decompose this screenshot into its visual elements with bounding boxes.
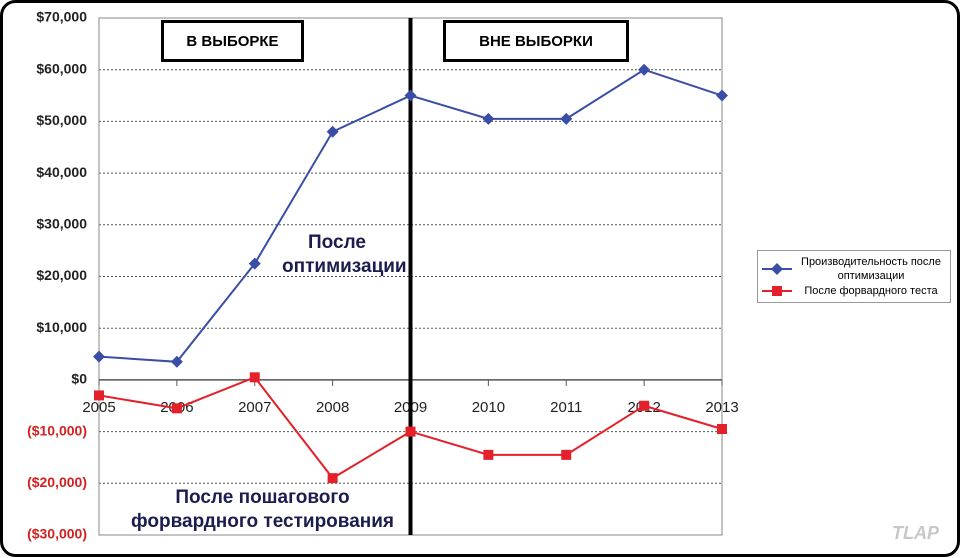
data-point bbox=[638, 63, 651, 76]
y-tick-label: $50,000 bbox=[36, 112, 87, 128]
region-box: В ВЫБОРКЕ bbox=[161, 20, 304, 62]
data-point bbox=[248, 257, 261, 270]
data-point bbox=[716, 89, 728, 102]
x-tick-label: 2008 bbox=[316, 399, 349, 416]
data-point bbox=[560, 112, 573, 125]
y-tick-label: $10,000 bbox=[36, 319, 87, 335]
data-point bbox=[482, 112, 495, 125]
legend-label: Производительность после оптимизации bbox=[801, 256, 941, 282]
legend: Производительность после оптимизации Посл… bbox=[757, 250, 951, 303]
region-box: ВНЕ ВЫБОРКИ bbox=[443, 20, 629, 62]
y-tick-label: ($20,000) bbox=[27, 474, 87, 490]
y-tick-label: $70,000 bbox=[36, 9, 87, 25]
legend-swatch bbox=[762, 286, 792, 296]
y-tick-label: ($10,000) bbox=[27, 422, 87, 438]
watermark: TLAP bbox=[892, 523, 939, 543]
data-point bbox=[327, 473, 338, 484]
x-tick-label: 2011 bbox=[550, 399, 582, 416]
annotation: После оптимизации bbox=[282, 232, 407, 277]
data-point bbox=[93, 350, 105, 363]
data-point bbox=[404, 89, 417, 102]
data-point bbox=[483, 449, 494, 460]
legend-label: После форвардного теста bbox=[804, 285, 938, 297]
x-tick-label: 2005 bbox=[82, 399, 115, 416]
data-point bbox=[561, 449, 572, 460]
x-tick-label: 2007 bbox=[238, 399, 271, 416]
data-point bbox=[94, 390, 104, 401]
data-point bbox=[249, 372, 260, 383]
legend-item: После форвардного теста bbox=[760, 284, 948, 298]
x-tick-label: 2010 bbox=[472, 399, 505, 416]
y-tick-label: $40,000 bbox=[36, 164, 87, 180]
data-point bbox=[717, 424, 727, 435]
data-point bbox=[170, 355, 183, 368]
data-point bbox=[405, 426, 416, 437]
legend-swatch bbox=[762, 263, 792, 275]
y-tick-label: $0 bbox=[71, 371, 87, 387]
data-point bbox=[639, 400, 650, 411]
legend-marker bbox=[771, 263, 783, 275]
legend-item: Производительность после оптимизации bbox=[760, 255, 948, 283]
data-point bbox=[171, 403, 182, 414]
y-tick-label: $30,000 bbox=[36, 216, 87, 232]
x-tick-label: 2013 bbox=[705, 399, 738, 416]
annotation: После пошагового форвардного тестировани… bbox=[130, 487, 395, 532]
y-tick-label: ($30,000) bbox=[27, 526, 87, 542]
data-point bbox=[326, 125, 339, 138]
legend-marker bbox=[772, 286, 782, 296]
y-tick-label: $60,000 bbox=[36, 60, 87, 76]
y-tick-label: $20,000 bbox=[36, 267, 87, 283]
